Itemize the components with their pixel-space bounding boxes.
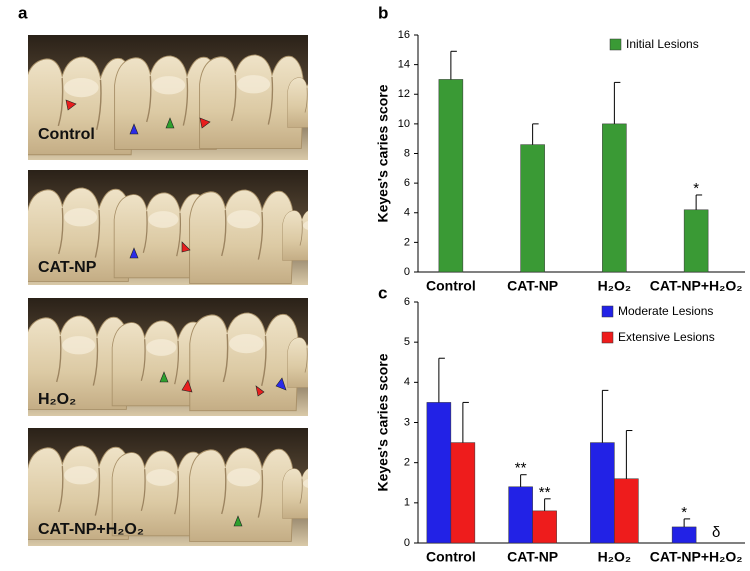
panel-label: b [378, 3, 388, 22]
bar [590, 442, 615, 544]
x-tick-label: CAT-NP [507, 549, 558, 565]
annotation: * [693, 180, 699, 197]
y-tick-label: 6 [404, 177, 410, 189]
x-tick-label: H₂O₂ [598, 278, 631, 294]
y-tick-label: 12 [398, 88, 410, 100]
annotation: * [681, 504, 687, 521]
bar [683, 209, 709, 273]
annotation: δ [712, 524, 720, 541]
y-tick-label: 0 [404, 266, 410, 278]
x-tick-label: H₂O₂ [598, 549, 631, 565]
x-tick-label: CAT-NP+H₂O₂ [650, 278, 743, 294]
y-axis-label: Keyes's caries score [375, 84, 391, 222]
y-tick-label: 16 [398, 29, 410, 41]
y-tick-label: 10 [398, 118, 410, 130]
photo [28, 35, 308, 160]
panel-label: c [378, 283, 387, 302]
photo [28, 428, 308, 546]
panel-label: a [18, 3, 28, 22]
bar [426, 402, 452, 544]
photo-label: H₂O₂ [38, 391, 76, 408]
photo-label: CAT-NP+H₂O₂ [38, 521, 144, 538]
x-tick-label: Control [426, 278, 476, 294]
y-tick-label: 8 [404, 147, 410, 159]
y-tick-label: 2 [404, 457, 410, 469]
y-tick-label: 5 [404, 336, 410, 348]
y-tick-label: 6 [404, 296, 410, 308]
bar [532, 510, 557, 544]
legend-label: Initial Lesions [626, 37, 699, 51]
y-tick-label: 1 [404, 497, 410, 509]
legend-swatch [601, 331, 614, 344]
legend-label: Moderate Lesions [618, 304, 713, 318]
bar [450, 442, 476, 544]
photo [28, 170, 308, 285]
y-tick-label: 4 [404, 207, 410, 219]
bar [438, 79, 464, 273]
photo [28, 298, 308, 416]
bar [614, 478, 639, 544]
photo-label: CAT-NP [38, 259, 97, 276]
x-tick-label: CAT-NP [507, 278, 558, 294]
y-tick-label: 2 [404, 236, 410, 248]
photo-label: Control [38, 126, 95, 143]
y-tick-label: 4 [404, 376, 410, 388]
bar [671, 526, 697, 544]
legend-swatch [609, 38, 622, 51]
legend-swatch [601, 305, 614, 318]
annotation: ** [515, 460, 527, 477]
annotation: ** [539, 484, 551, 501]
y-axis-label: Keyes's caries score [375, 353, 391, 491]
bar [602, 123, 627, 273]
y-tick-label: 0 [404, 537, 410, 549]
y-tick-label: 3 [404, 416, 410, 428]
bar [508, 486, 533, 544]
legend-label: Extensive Lesions [618, 330, 715, 344]
y-tick-label: 14 [398, 59, 410, 71]
x-tick-label: CAT-NP+H₂O₂ [650, 549, 743, 565]
x-tick-label: Control [426, 549, 476, 565]
bar [520, 144, 545, 273]
